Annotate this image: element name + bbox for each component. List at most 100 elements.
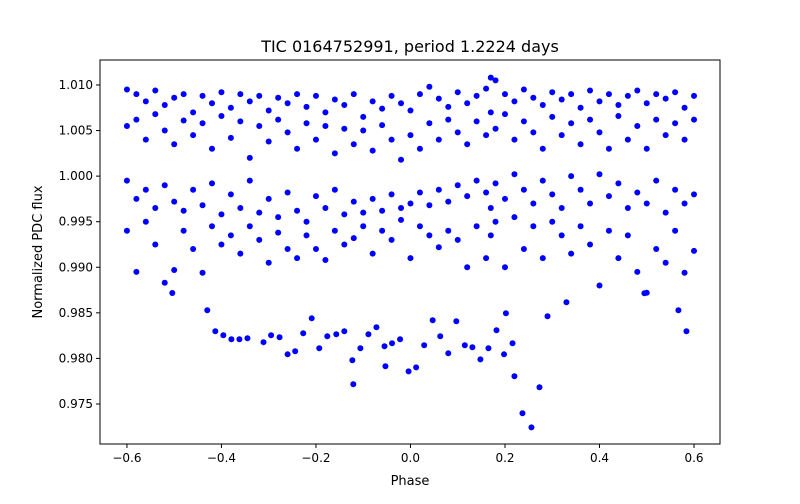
- data-point: [142, 98, 149, 105]
- data-point: [190, 186, 197, 193]
- data-point: [624, 205, 631, 212]
- data-point: [501, 195, 508, 202]
- data-point: [212, 328, 219, 335]
- data-point: [634, 122, 641, 129]
- data-point: [493, 327, 500, 334]
- data-point: [398, 156, 405, 163]
- data-point: [487, 205, 494, 212]
- data-point: [672, 186, 679, 193]
- data-point: [405, 368, 412, 375]
- data-point: [379, 227, 386, 234]
- data-point: [464, 264, 471, 271]
- data-point: [312, 136, 319, 143]
- data-point: [369, 250, 376, 257]
- data-point: [237, 205, 244, 212]
- data-point: [413, 364, 420, 371]
- data-point: [549, 113, 556, 120]
- data-point: [171, 94, 178, 101]
- data-point: [171, 141, 178, 148]
- x-axis-label: Phase: [391, 474, 430, 489]
- data-point: [379, 207, 386, 214]
- data-point: [324, 333, 331, 340]
- data-point: [435, 136, 442, 143]
- data-point: [464, 193, 471, 200]
- data-point: [641, 290, 648, 297]
- data-point: [227, 134, 234, 141]
- data-point: [284, 246, 291, 253]
- data-point: [662, 95, 669, 102]
- data-point: [350, 381, 357, 388]
- x-tick-label: −0.4: [207, 451, 236, 465]
- data-point: [237, 118, 244, 125]
- data-point: [437, 333, 444, 340]
- data-point: [539, 145, 546, 152]
- data-point: [322, 256, 329, 263]
- data-point: [331, 227, 338, 234]
- data-point: [246, 177, 253, 184]
- data-point: [605, 193, 612, 200]
- data-point: [653, 177, 660, 184]
- data-point: [605, 145, 612, 152]
- data-point: [530, 129, 537, 136]
- data-point: [511, 136, 518, 143]
- data-point: [421, 342, 428, 349]
- data-point: [331, 150, 338, 157]
- data-point: [276, 334, 283, 341]
- data-point: [681, 104, 688, 111]
- data-point: [284, 100, 291, 107]
- y-tick-label: 0.995: [59, 215, 93, 229]
- data-point: [672, 120, 679, 127]
- data-point: [558, 132, 565, 139]
- data-point: [453, 318, 460, 325]
- chart-title: TIC 0164752991, period 1.2224 days: [260, 37, 559, 56]
- data-point: [426, 202, 433, 209]
- data-point: [180, 207, 187, 214]
- data-point: [520, 246, 527, 253]
- data-point: [312, 246, 319, 253]
- data-point: [672, 227, 679, 234]
- data-point: [312, 193, 319, 200]
- data-point: [237, 91, 244, 98]
- data-point: [577, 104, 584, 111]
- data-point: [246, 223, 253, 230]
- data-point: [596, 98, 603, 105]
- data-point: [228, 336, 235, 343]
- data-point: [605, 91, 612, 98]
- data-point: [587, 200, 594, 207]
- x-tick-label: −0.2: [301, 451, 330, 465]
- data-point: [615, 180, 622, 187]
- data-point: [169, 289, 176, 296]
- data-point: [454, 182, 461, 189]
- data-point: [180, 117, 187, 124]
- data-point: [275, 214, 282, 221]
- data-point: [322, 122, 329, 129]
- data-point: [502, 310, 509, 317]
- data-point: [388, 236, 395, 243]
- data-point: [445, 198, 452, 205]
- data-point: [161, 102, 168, 109]
- data-point: [615, 112, 622, 119]
- data-point: [435, 95, 442, 102]
- data-point: [407, 200, 414, 207]
- data-point: [341, 328, 348, 335]
- data-point: [227, 191, 234, 198]
- data-point: [208, 180, 215, 187]
- data-point: [265, 259, 272, 266]
- data-point: [483, 189, 490, 196]
- data-point: [133, 268, 140, 275]
- data-point: [653, 116, 660, 123]
- data-point: [246, 154, 253, 161]
- data-point: [416, 223, 423, 230]
- data-point: [520, 186, 527, 193]
- data-point: [487, 109, 494, 116]
- data-point: [152, 87, 159, 94]
- data-point: [341, 125, 348, 132]
- data-point: [549, 191, 556, 198]
- data-point: [227, 232, 234, 239]
- data-point: [303, 103, 310, 110]
- data-point: [577, 141, 584, 148]
- y-tick-label: 1.010: [59, 78, 93, 92]
- data-point: [256, 122, 263, 129]
- data-point: [379, 105, 386, 112]
- data-point: [653, 246, 660, 253]
